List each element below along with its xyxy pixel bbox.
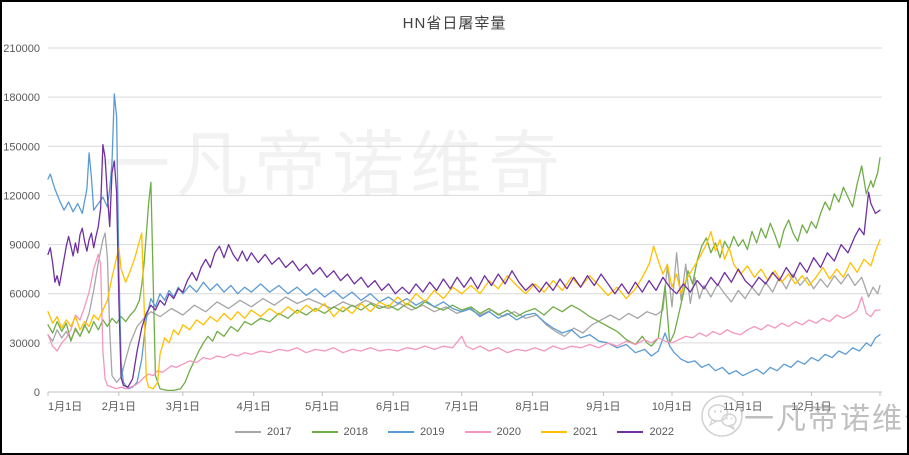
- series-line-2017: [47, 232, 881, 383]
- y-axis-label: 120000: [3, 190, 40, 202]
- x-axis-label: 11月1日: [723, 401, 763, 413]
- legend-item-2022: 2022: [617, 426, 674, 438]
- chart-legend: 2017 2018 2019 2020 2021 2022: [2, 426, 907, 438]
- y-axis-label: 180000: [3, 92, 40, 104]
- legend-label: 2018: [343, 426, 369, 438]
- series-line-2020: [47, 253, 881, 390]
- legend-item-2018: 2018: [311, 426, 369, 438]
- legend-label: 2021: [572, 426, 598, 438]
- x-axis-label: 7月1日: [445, 401, 479, 413]
- legend-swatch-2021: [540, 431, 567, 433]
- legend-label: 2017: [267, 426, 292, 438]
- series-line-2018: [47, 157, 881, 392]
- series-line-2019: [47, 93, 881, 390]
- legend-swatch-2019: [388, 431, 415, 433]
- x-axis-label: 1月1日: [48, 401, 82, 413]
- x-axis-label: 4月1日: [237, 401, 271, 413]
- legend-item-2021: 2021: [540, 426, 598, 438]
- x-axis-label: 12月1日: [791, 401, 831, 413]
- x-axis-label: 3月1日: [166, 401, 200, 413]
- x-axis-label: 8月1日: [515, 401, 549, 413]
- legend-label: 2019: [420, 426, 445, 438]
- series-line-2022: [47, 143, 881, 388]
- legend-swatch-2017: [235, 431, 262, 433]
- legend-item-2020: 2020: [464, 426, 521, 438]
- x-axis-label: 2月1日: [102, 401, 136, 413]
- x-axis-label: 6月1日: [376, 401, 410, 413]
- legend-label: 2020: [496, 426, 521, 438]
- chart-title: HN省日屠宰量: [402, 15, 507, 32]
- y-axis-label: 150000: [3, 141, 40, 153]
- y-axis-label: 60000: [9, 289, 40, 301]
- y-axis-label: 30000: [9, 338, 40, 350]
- legend-item-2019: 2019: [388, 426, 445, 438]
- x-axis-label: 10月1日: [652, 401, 692, 413]
- legend-label: 2022: [649, 426, 674, 438]
- legend-swatch-2020: [464, 431, 491, 433]
- legend-swatch-2022: [617, 431, 644, 433]
- legend-item-2017: 2017: [235, 426, 292, 438]
- y-axis-label: 90000: [9, 240, 40, 252]
- y-axis-label: 0: [34, 387, 40, 399]
- y-axis-label: 210000: [3, 43, 40, 55]
- legend-swatch-2018: [311, 431, 338, 433]
- x-axis-label: 5月1日: [305, 401, 339, 413]
- x-axis-label: 9月1日: [586, 401, 620, 413]
